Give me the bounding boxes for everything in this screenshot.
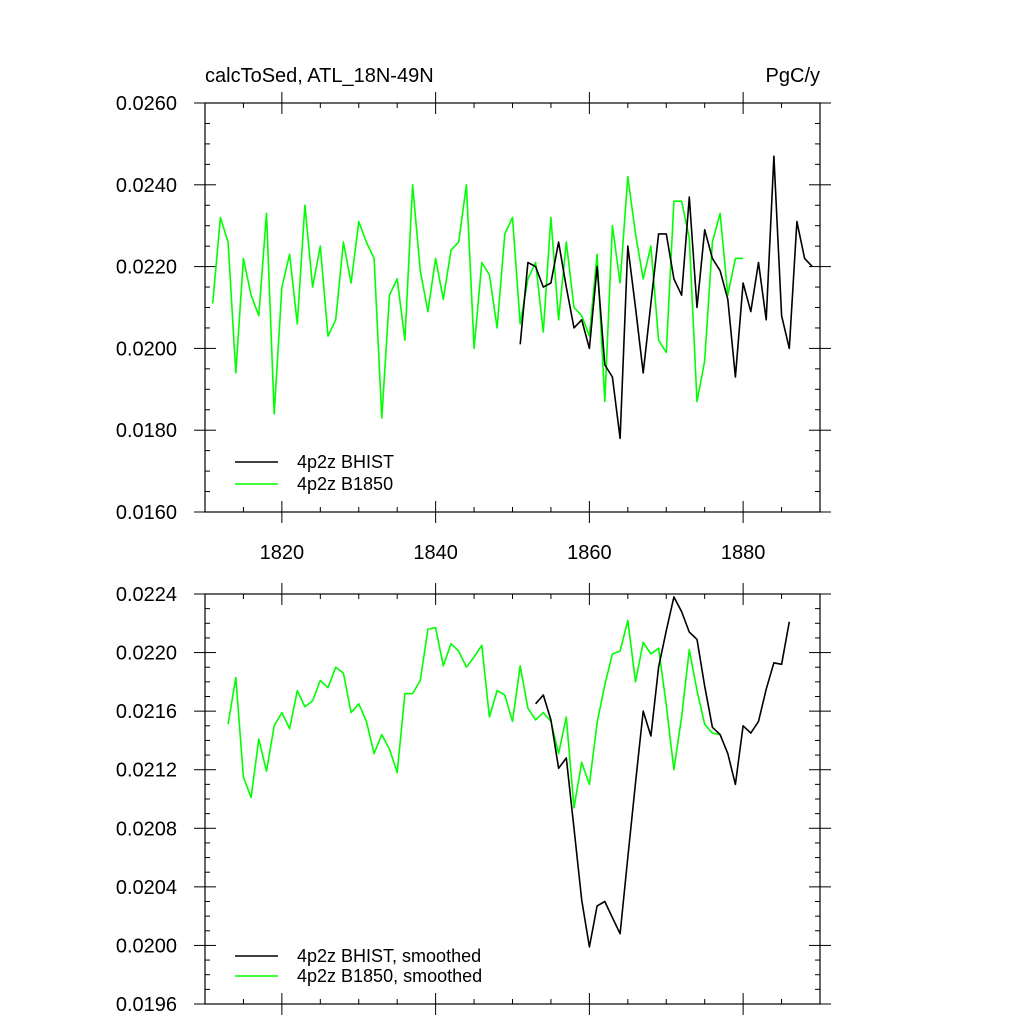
y-tick-label: 0.0220 (116, 643, 177, 665)
plot-frame (204, 593, 821, 1005)
y-tick-label: 0.0204 (116, 877, 177, 899)
legend-label: 4p2z B1850 (297, 474, 393, 494)
x-tick-label: 1820 (260, 542, 305, 564)
legend-label: 4p2z B1850, smoothed (297, 966, 482, 986)
series-line-0 (534, 596, 791, 948)
legend-label: 4p2z BHIST (297, 452, 394, 472)
x-tick-label: 1860 (567, 542, 612, 564)
y-tick-label: 0.0196 (116, 994, 177, 1016)
y-tick-label: 0.0160 (116, 502, 177, 524)
bottom-chart-panel: 0.0196 0.0200 0.0204 0.0208 0.0212 0.0216 0.02… (116, 583, 831, 1016)
series-line-0 (519, 155, 813, 440)
y-tick-label: 0.0212 (116, 760, 177, 782)
y-tick-label: 0.0216 (116, 701, 177, 723)
x-tick-label: 1880 (721, 542, 766, 564)
plot-frame (204, 102, 821, 513)
x-tick-label: 1840 (413, 542, 458, 564)
y-tick-label: 0.0208 (116, 818, 177, 840)
y-tick-label: 0.0260 (116, 93, 177, 115)
y-tick-label: 0.0200 (116, 935, 177, 957)
y-tick-label: 0.0180 (116, 420, 177, 442)
series-line-1 (211, 175, 744, 419)
y-tick-label: 0.0220 (116, 257, 177, 279)
chart-title: calcToSed, ATL_18N-49N (205, 65, 434, 87)
series-line-1 (227, 619, 721, 809)
y-tick-label: 0.0200 (116, 338, 177, 360)
units-label: PgC/y (766, 65, 820, 87)
y-tick-label: 0.0224 (116, 584, 177, 606)
y-tick-label: 0.0240 (116, 175, 177, 197)
top-chart-panel: 1820 1840 1860 1880 0.0160 0.0180 0.0200 0.0220… (116, 92, 831, 564)
legend-label: 4p2z BHIST, smoothed (297, 946, 481, 966)
